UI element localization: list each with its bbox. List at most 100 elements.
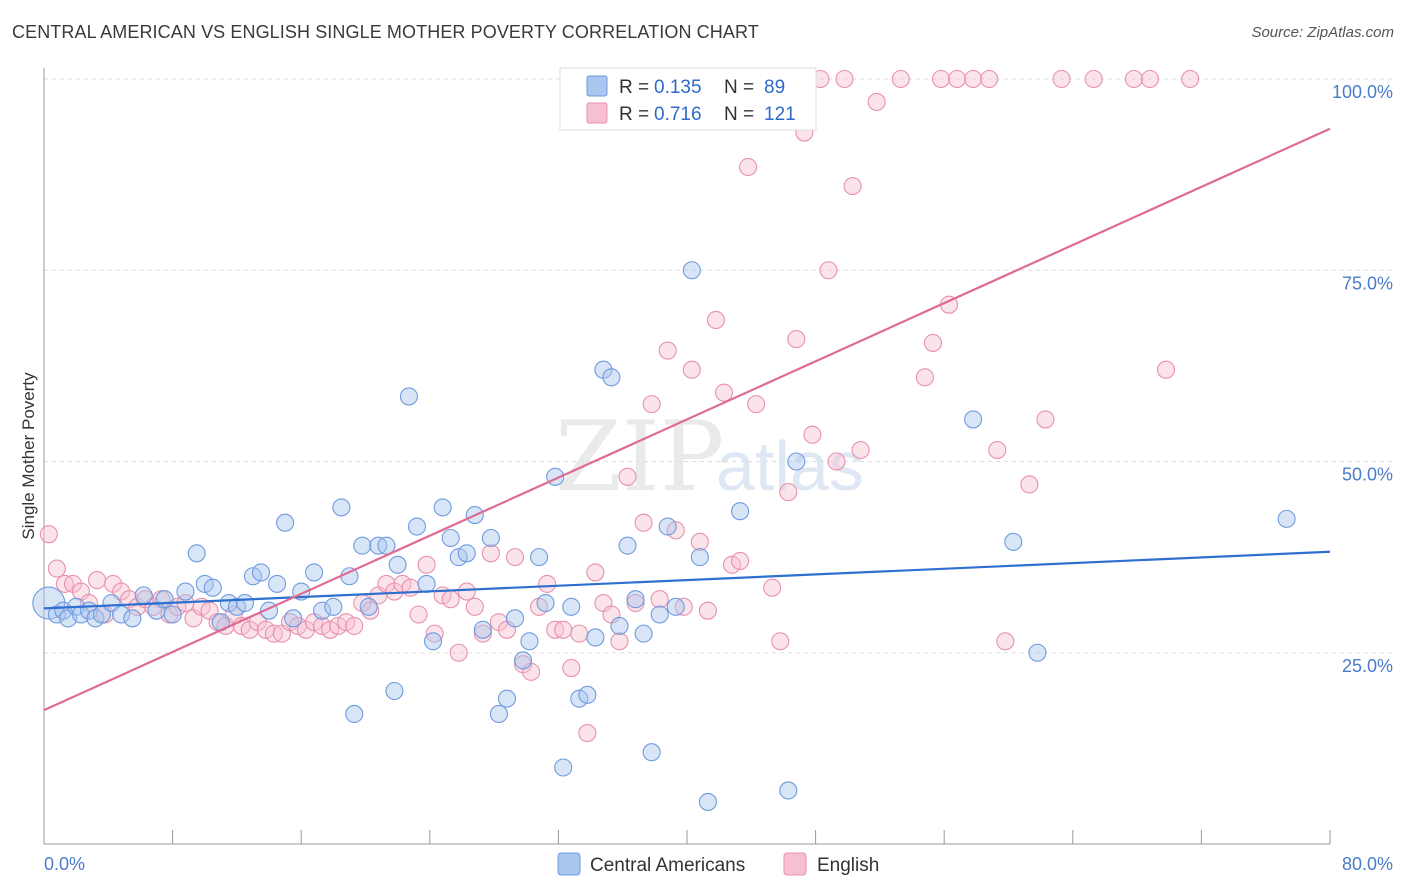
watermark-atlas: atlas [716,427,864,505]
data-point [915,368,934,387]
data-point [554,620,573,639]
data-point [554,758,573,777]
legend-n-value-2: 121 [764,104,796,125]
data-point [747,395,766,414]
data-point [1036,410,1055,429]
data-point [562,597,581,616]
data-point [602,368,621,387]
data-point [1124,69,1143,89]
data-point [779,483,798,502]
data-point [1181,69,1200,89]
data-point [964,410,983,429]
data-point [305,563,324,582]
x-tick-label-max: 80.0% [1342,854,1393,874]
x-axis-ticks [43,830,1331,844]
data-point [562,658,581,678]
data-point [827,452,846,471]
data-point [570,624,589,643]
data-point [618,467,637,486]
data-point [187,544,206,563]
data-point [779,781,798,800]
data-point [481,544,500,563]
trend-line-english [43,127,1331,712]
y-tick-label: 75.0% [1342,273,1393,293]
data-point [39,525,58,544]
legend-series: Central Americans English [557,852,879,876]
data-point [1004,532,1023,551]
data-point [763,578,782,597]
data-point [441,590,460,609]
data-point [481,528,500,548]
legend-n-label-1: N = [724,77,754,98]
data-point [155,590,174,609]
data-point [1084,69,1103,89]
data-point [666,597,685,616]
data-point [698,601,717,620]
data-point [407,517,426,536]
data-point [658,517,677,536]
data-point [123,609,142,628]
data-point [276,513,295,532]
legend-r-value-1: 0.135 [654,77,702,98]
legend-r-label-1: R = [619,77,649,98]
data-point [87,571,107,590]
data-point [578,724,597,743]
data-point [948,69,967,89]
data-point [1156,360,1176,379]
data-point [489,704,508,724]
data-point [891,69,910,89]
data-point [251,563,271,582]
data-point [473,624,492,643]
data-point [409,605,428,624]
data-point [626,593,645,613]
legend-english-label: English [817,855,879,876]
data-point [610,632,629,651]
data-point [284,609,303,628]
data-point [359,597,378,616]
data-point [385,681,404,701]
data-point [1140,69,1160,89]
data-point [324,597,343,616]
y-axis-label: Single Mother Poverty [19,372,38,540]
data-point [465,597,484,616]
y-tick-label: 50.0% [1342,465,1393,485]
legend-swatch-blue [586,75,608,97]
data-point [417,574,436,593]
data-point [787,330,806,349]
data-point [520,632,539,651]
data-point [642,395,661,414]
data-point [163,605,182,624]
data-point [618,536,637,555]
data-point [787,452,806,471]
data-point [530,548,549,567]
x-tick-label-min: 0.0% [44,854,85,874]
data-point [345,704,364,724]
data-point [851,440,870,460]
data-point [1020,475,1039,494]
data-point [505,548,525,567]
source-label: Source: ZipAtlas.com [1251,24,1394,41]
data-point [433,498,452,517]
trend-line-central-americans [43,550,1331,610]
data-point [682,360,701,379]
legend-english-swatch [783,852,807,876]
data-point [988,440,1007,460]
data-point [425,624,444,643]
data-point [730,551,750,571]
y-tick-label: 100.0% [1332,82,1393,102]
legend-n-label-2: N = [724,104,754,125]
data-point [353,536,372,555]
data-point [176,582,195,601]
data-point [771,632,790,651]
data-point [964,69,983,89]
data-point [441,528,460,548]
data-point [268,574,287,593]
data-point [867,92,886,111]
data-point [610,616,629,636]
data-point [578,685,597,704]
data-point [586,628,605,647]
watermark-zip: ZIP [555,401,724,513]
data-point [388,555,407,574]
data-point [690,532,709,551]
